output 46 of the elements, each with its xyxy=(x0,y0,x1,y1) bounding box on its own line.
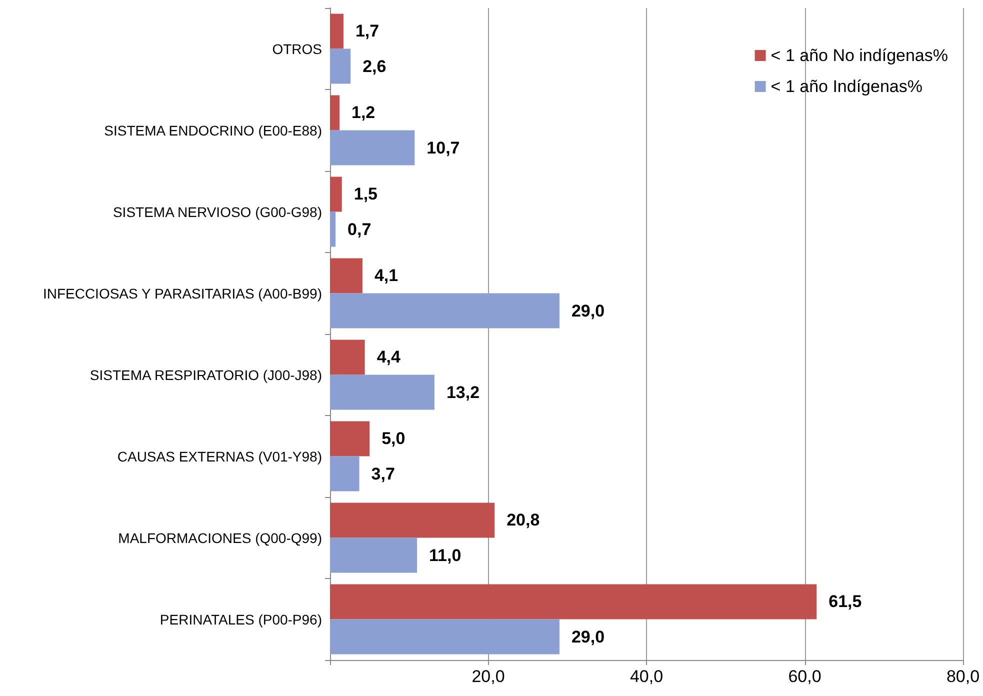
y-tick-label: SISTEMA NERVIOSO (G00-G98) xyxy=(112,204,322,220)
data-label: 3,7 xyxy=(371,464,395,484)
data-label: 1,7 xyxy=(355,22,380,41)
data-label: 29,0 xyxy=(571,301,605,320)
bar xyxy=(330,456,360,492)
legend-label: < 1 año Indígenas% xyxy=(770,77,923,96)
bar xyxy=(330,584,817,620)
x-tick-label: 20,0 xyxy=(472,667,505,686)
bar xyxy=(330,258,362,294)
x-tick-label: 40,0 xyxy=(630,667,664,686)
data-label: 61,5 xyxy=(828,592,862,612)
bar xyxy=(330,538,418,573)
bar xyxy=(330,619,560,654)
data-label: 4,4 xyxy=(376,348,401,367)
x-tick-label: 80,0 xyxy=(946,667,980,686)
data-label: 20,8 xyxy=(506,510,540,530)
data-label: 0,7 xyxy=(348,220,372,239)
bar xyxy=(330,293,560,328)
data-label: 29,0 xyxy=(571,627,605,646)
bar xyxy=(330,95,340,130)
bar xyxy=(330,502,495,538)
legend-label: < 1 año No indígenas% xyxy=(770,46,948,65)
data-label: 2,6 xyxy=(362,56,386,76)
bar xyxy=(330,421,370,456)
y-tick-label: OTROS xyxy=(272,40,322,57)
y-tick-label: PERINATALES (P00-P96) xyxy=(160,611,322,628)
bar xyxy=(330,176,342,212)
y-tick-label: SISTEMA ENDOCRINO (E00-E88) xyxy=(104,122,322,138)
bar xyxy=(330,130,415,166)
data-label: 4,1 xyxy=(374,266,398,286)
data-label: 13,2 xyxy=(446,382,480,402)
x-tick-label: 60,0 xyxy=(788,667,822,686)
data-label: 1,2 xyxy=(351,103,376,122)
y-tick-label: INFECCIOSAS Y PARASITARIAS (A00-B99) xyxy=(42,285,322,302)
bar xyxy=(330,212,336,247)
data-label: 1,5 xyxy=(354,184,378,204)
y-tick-label: CAUSAS EXTERNAS (V01-Y98) xyxy=(117,448,322,464)
data-label: 5,0 xyxy=(382,429,406,448)
bar xyxy=(330,14,344,49)
y-tick-label: MALFORMACIONES (Q00-Q99) xyxy=(118,530,322,546)
data-label: 11,0 xyxy=(429,546,462,565)
data-label: 10,7 xyxy=(426,138,460,158)
bar xyxy=(330,340,365,375)
y-tick-label: SISTEMA RESPIRATORIO (J00-J98) xyxy=(90,366,322,383)
bar xyxy=(330,374,434,410)
bar xyxy=(330,48,351,84)
